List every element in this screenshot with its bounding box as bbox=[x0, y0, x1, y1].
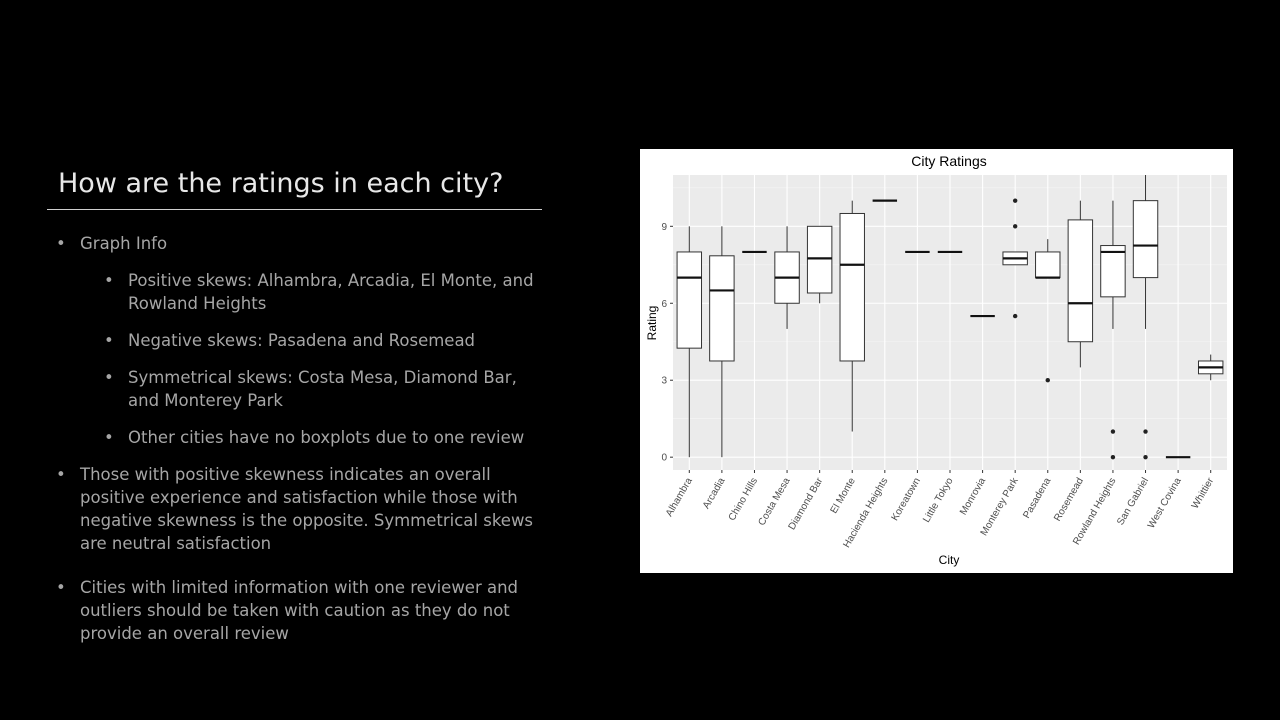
bullet-negative-skews: Negative skews: Pasadena and Rosemead bbox=[56, 329, 546, 352]
bullet-caution: Cities with limited information with one… bbox=[56, 576, 546, 645]
x-tick-label: Chino Hills bbox=[727, 476, 760, 523]
boxplot-whittier bbox=[1197, 354, 1224, 381]
x-tick-label: Little Tokyo bbox=[921, 476, 956, 525]
x-tick-label: Alhambra bbox=[664, 476, 695, 519]
outlier-point bbox=[1012, 198, 1018, 203]
slide-title: How are the ratings in each city? bbox=[58, 168, 504, 199]
outlier-point bbox=[1110, 429, 1116, 434]
box bbox=[709, 255, 735, 362]
title-underline bbox=[47, 209, 542, 210]
x-tick-label: Costa Mesa bbox=[756, 476, 792, 528]
x-tick-label: Arcadia bbox=[701, 476, 728, 511]
y-tick-label: 3 bbox=[661, 376, 667, 387]
boxplot-el-monte bbox=[839, 200, 865, 432]
bullet-list: Graph Info Positive skews: Alhambra, Arc… bbox=[56, 232, 546, 645]
boxplot-rowland-heights bbox=[1100, 200, 1126, 460]
x-tick-label: Whittier bbox=[1190, 475, 1217, 510]
box bbox=[1035, 251, 1061, 279]
boxplot-diamond-bar bbox=[806, 225, 833, 304]
box bbox=[839, 212, 865, 362]
outlier-point bbox=[1012, 313, 1018, 319]
y-tick-label: 6 bbox=[661, 299, 667, 310]
box bbox=[1067, 219, 1094, 343]
y-axis: 0 3 6 9 bbox=[661, 222, 673, 464]
x-tick-label: Rosemead bbox=[1052, 476, 1086, 523]
y-axis-label: Rating bbox=[645, 306, 659, 341]
outlier-point bbox=[1143, 429, 1148, 434]
box bbox=[676, 251, 703, 349]
chart-title: City Ratings bbox=[911, 153, 986, 169]
x-tick-label: Pasadena bbox=[1021, 476, 1053, 521]
boxplot-arcadia bbox=[709, 226, 735, 458]
x-tick-label: Diamond Bar bbox=[787, 475, 826, 532]
bullet-graph-info: Graph Info bbox=[56, 232, 546, 255]
x-tick-label: Monrovia bbox=[958, 476, 988, 517]
box bbox=[1100, 245, 1126, 298]
bullet-positive-skews: Positive skews: Alhambra, Arcadia, El Mo… bbox=[56, 269, 546, 315]
x-axis-label: City bbox=[939, 553, 960, 567]
box bbox=[806, 225, 833, 294]
boxplot-costa-mesa bbox=[774, 226, 800, 329]
box bbox=[1132, 200, 1159, 279]
outlier-point bbox=[1012, 224, 1018, 229]
bullet-symmetrical-skews: Symmetrical skews: Costa Mesa, Diamond B… bbox=[56, 366, 546, 412]
x-tick-label: San Gabriel bbox=[1115, 476, 1151, 527]
x-tick-label: Koreatown bbox=[890, 476, 923, 523]
boxplot-pasadena bbox=[1035, 239, 1061, 383]
city-ratings-chart: City Ratings 0 3 6 9 Alhambra Arcadia Chino H… bbox=[640, 149, 1233, 573]
bullet-other-cities: Other cities have no boxplots due to one… bbox=[56, 426, 546, 449]
x-tick-label: West Covina bbox=[1146, 476, 1184, 531]
chart-svg: City Ratings 0 3 6 9 Alhambra Arcadia Chino H… bbox=[645, 153, 1227, 567]
boxplot-san-gabriel bbox=[1132, 175, 1159, 460]
outlier-point bbox=[1143, 454, 1148, 460]
outlier-point bbox=[1110, 454, 1116, 460]
y-tick-label: 9 bbox=[661, 222, 667, 233]
boxplot-monterey-park bbox=[1002, 198, 1028, 319]
boxplots bbox=[676, 175, 1224, 460]
boxplot-rosemead bbox=[1067, 200, 1094, 368]
boxplot-alhambra bbox=[676, 226, 703, 458]
bullet-skewness-meaning: Those with positive skewness indicates a… bbox=[56, 463, 546, 555]
outlier-point bbox=[1045, 378, 1050, 383]
y-tick-label: 0 bbox=[661, 453, 667, 464]
x-tick-label: El Monte bbox=[829, 476, 858, 516]
